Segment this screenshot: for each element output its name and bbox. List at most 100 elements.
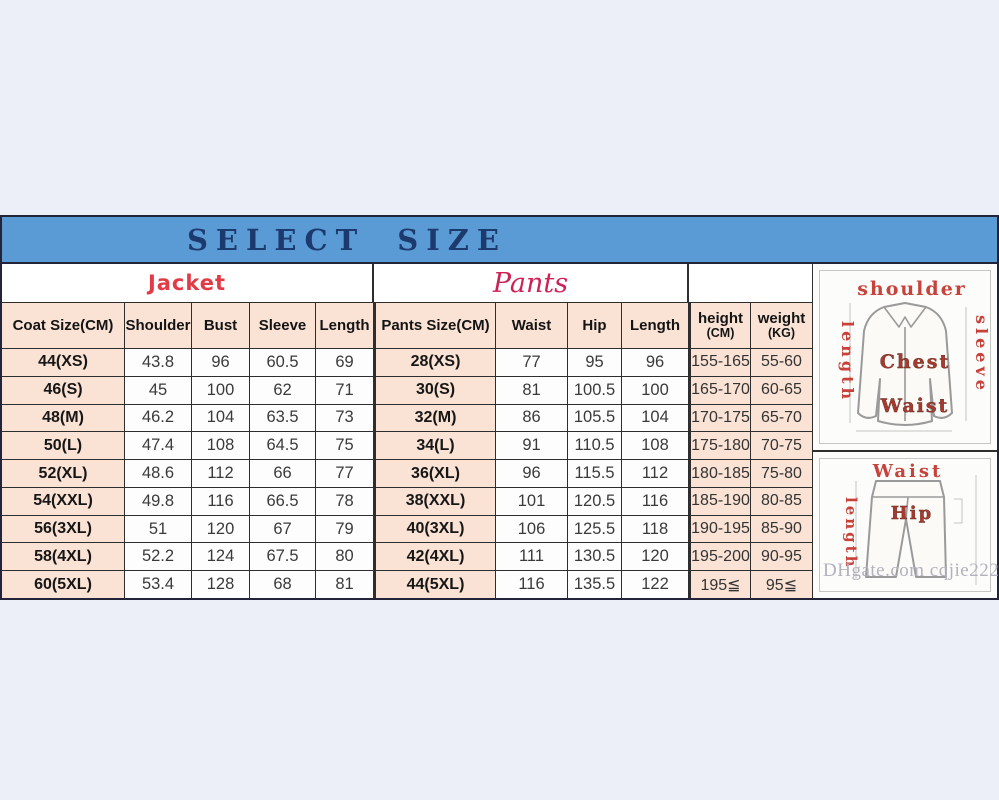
value-cell: 53.4: [125, 571, 192, 599]
pants-size-cell: 44(5XL): [374, 571, 496, 599]
weight-range-cell: 70-75: [751, 432, 812, 460]
value-cell: 49.8: [125, 487, 192, 515]
jacket-diagram: shoulder length sleeve Chest Waist: [813, 264, 997, 452]
value-cell: 77: [496, 349, 568, 376]
jacket-group-header: Jacket: [2, 264, 374, 302]
value-cell: 77: [316, 460, 374, 487]
height-range-cell: 155-165: [689, 349, 751, 376]
value-cell: 100.5: [568, 376, 622, 404]
table-row: 50(L) 47.4 108 64.5 75 34(L) 91 110.5 108 175-180…: [2, 432, 812, 461]
height-range-cell: 180-185: [689, 460, 751, 487]
value-cell: 108: [622, 432, 689, 460]
value-cell: 63.5: [250, 404, 316, 432]
value-cell: 81: [316, 571, 374, 599]
value-cell: 116: [192, 487, 250, 515]
jacket-illustration: shoulder length sleeve Chest Waist: [838, 278, 990, 432]
column-header: Sleeve: [250, 303, 316, 348]
height-column-header: height (CM): [689, 303, 751, 348]
height-range-cell: 170-175: [689, 404, 751, 432]
table-row: 56(3XL) 51 120 67 79 40(3XL) 106 125.5 118 190-19…: [2, 515, 812, 544]
value-cell: 80: [316, 543, 374, 571]
coat-size-cell: 50(L): [2, 432, 125, 460]
column-header: Shoulder: [125, 303, 192, 348]
value-cell: 116: [496, 571, 568, 599]
coat-size-cell: 48(M): [2, 404, 125, 432]
value-cell: 125.5: [568, 515, 622, 543]
value-cell: 101: [496, 487, 568, 515]
coat-size-cell: 58(4XL): [2, 543, 125, 571]
pants-size-cell: 34(L): [374, 432, 496, 460]
value-cell: 66: [250, 460, 316, 487]
value-cell: 67: [250, 515, 316, 543]
chest-label: Chest: [880, 351, 951, 373]
coat-size-cell: 44(XS): [2, 349, 125, 376]
value-cell: 45: [125, 376, 192, 404]
table-row: 52(XL) 48.6 112 66 77 36(XL) 96 115.5 112 180-185…: [2, 460, 812, 488]
table-row: 46(S) 45 100 62 71 30(S) 81 100.5 100 165-170 60-6…: [2, 376, 812, 405]
value-cell: 120: [192, 515, 250, 543]
watermark: DHgate.com cqjie222: [823, 560, 999, 581]
value-cell: 52.2: [125, 543, 192, 571]
height-range-cell: 175-180: [689, 432, 751, 460]
coat-size-cell: 56(3XL): [2, 515, 125, 543]
height-range-cell: 185-190: [689, 487, 751, 515]
column-header: Waist: [496, 303, 568, 348]
weight-column-header: weight (KG): [751, 303, 812, 348]
pants-size-cell: 32(M): [374, 404, 496, 432]
pants-illustration: Waist length Hip: [842, 461, 977, 585]
value-cell: 120: [622, 543, 689, 571]
sleeve-label: sleeve: [972, 315, 990, 394]
coat-size-cell: 54(XXL): [2, 487, 125, 515]
value-cell: 96: [496, 460, 568, 487]
table-title: SELECT SIZE: [186, 223, 508, 257]
value-cell: 95: [568, 349, 622, 376]
pants-group-label: Pants: [492, 267, 569, 299]
value-cell: 46.2: [125, 404, 192, 432]
value-cell: 130.5: [568, 543, 622, 571]
value-cell: 118: [622, 515, 689, 543]
pants-size-cell: 40(3XL): [374, 515, 496, 543]
jacket-group-label: Jacket: [147, 271, 227, 295]
value-cell: 108: [192, 432, 250, 460]
column-header: Hip: [568, 303, 622, 348]
weight-range-cell: 55-60: [751, 349, 812, 376]
weight-range-cell: 85-90: [751, 515, 812, 543]
value-cell: 71: [316, 376, 374, 404]
value-cell: 100: [622, 376, 689, 404]
table-row: 54(XXL) 49.8 116 66.5 78 38(XXL) 101 120.5 116 18…: [2, 487, 812, 516]
value-cell: 43.8: [125, 349, 192, 376]
value-cell: 112: [192, 460, 250, 487]
value-cell: 69: [316, 349, 374, 376]
pants-length-label: length: [842, 497, 860, 569]
diagram-column: shoulder length sleeve Chest Waist: [812, 264, 999, 598]
table-row: 48(M) 46.2 104 63.5 73 32(M) 86 105.5 104 170-175…: [2, 404, 812, 433]
pants-diagram: Waist length Hip DHgate.com cqjie222: [813, 452, 999, 598]
value-cell: 66.5: [250, 487, 316, 515]
pants-diagram-frame: Waist length Hip: [819, 458, 991, 592]
value-cell: 48.6: [125, 460, 192, 487]
value-cell: 51: [125, 515, 192, 543]
jacket-diagram-frame: shoulder length sleeve Chest Waist: [819, 270, 991, 444]
value-cell: 60.5: [250, 349, 316, 376]
height-range-cell: 165-170: [689, 376, 751, 404]
column-header: Bust: [192, 303, 250, 348]
rise-bracket: [954, 498, 963, 524]
pants-size-cell: 38(XXL): [374, 487, 496, 515]
column-header: Pants Size(CM): [374, 303, 496, 348]
pants-outline: [865, 480, 947, 578]
empty-group-cell: [689, 264, 812, 302]
pants-size-cell: 42(4XL): [374, 543, 496, 571]
pants-waist-label: Waist: [872, 461, 944, 482]
column-header: Length: [316, 303, 374, 348]
column-header-row: Coat Size(CM) Shoulder Bust Sleeve Length Pan…: [2, 303, 812, 349]
value-cell: 96: [622, 349, 689, 376]
pants-size-cell: 36(XL): [374, 460, 496, 487]
value-cell: 75: [316, 432, 374, 460]
value-cell: 64.5: [250, 432, 316, 460]
weight-range-cell: 95≦: [751, 571, 812, 599]
value-cell: 111: [496, 543, 568, 571]
jacket-length-label: length: [838, 321, 857, 403]
value-cell: 100: [192, 376, 250, 404]
value-cell: 81: [496, 376, 568, 404]
